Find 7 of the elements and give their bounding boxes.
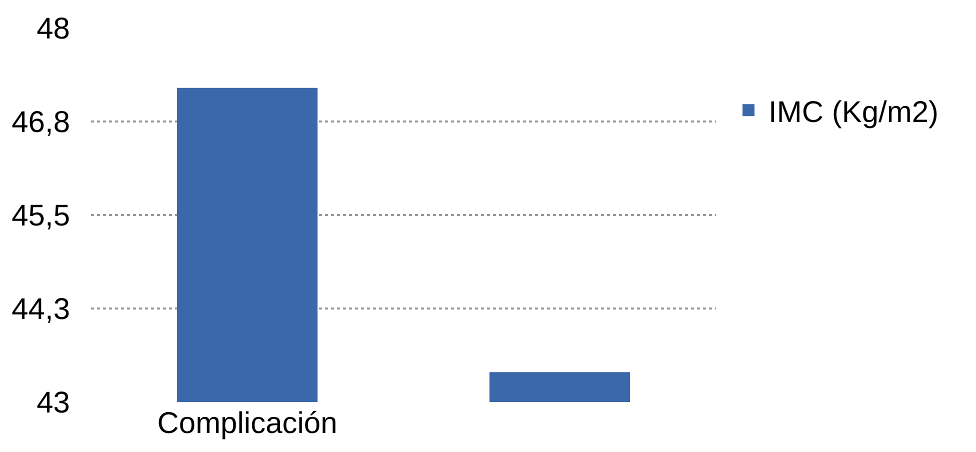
x-tick-label: Complicación (157, 407, 338, 440)
y-tick-label: 48 (36, 12, 70, 46)
legend-label: IMC (Kg/m2) (768, 96, 939, 129)
y-tick-label: 44,3 (12, 293, 70, 326)
y-tick-label: 46,8 (12, 106, 70, 139)
y-tick-label: 43 (36, 386, 70, 420)
y-tick-label: 45,5 (12, 200, 70, 232)
